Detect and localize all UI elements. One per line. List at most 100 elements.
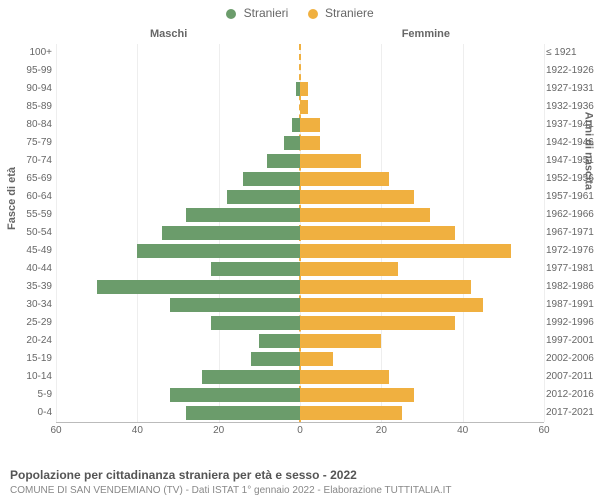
bar-area	[56, 406, 544, 420]
bar-female	[300, 280, 471, 294]
pyramid-row: 10-142007-2011	[56, 368, 544, 386]
pyramid-row: 85-891932-1936	[56, 98, 544, 116]
age-label: 5-9	[8, 386, 52, 404]
age-label: 50-54	[8, 224, 52, 242]
bar-female	[300, 118, 320, 132]
pyramid-row: 15-192002-2006	[56, 350, 544, 368]
x-tick: 60	[538, 425, 549, 436]
pyramid-row: 55-591962-1966	[56, 206, 544, 224]
bar-female	[300, 100, 308, 114]
age-label: 75-79	[8, 134, 52, 152]
bar-area	[56, 82, 544, 96]
birth-year-label: 1942-1946	[546, 134, 596, 152]
birth-year-label: 1932-1936	[546, 98, 596, 116]
pyramid-row: 20-241997-2001	[56, 332, 544, 350]
age-label: 15-19	[8, 350, 52, 368]
bar-area	[56, 226, 544, 240]
side-title-female: Femmine	[402, 28, 450, 40]
legend-item-male: Stranieri	[226, 6, 288, 20]
birth-year-label: ≤ 1921	[546, 44, 596, 62]
birth-year-label: 1927-1931	[546, 80, 596, 98]
side-title-male: Maschi	[150, 28, 187, 40]
birth-year-label: 2007-2011	[546, 368, 596, 386]
bar-area	[56, 118, 544, 132]
bar-female	[300, 154, 361, 168]
bar-female	[300, 352, 333, 366]
pyramid-row: 100+≤ 1921	[56, 44, 544, 62]
birth-year-label: 1987-1991	[546, 296, 596, 314]
bar-female	[300, 226, 455, 240]
bar-male	[137, 244, 300, 258]
pyramid-row: 60-641957-1961	[56, 188, 544, 206]
legend-label-male: Stranieri	[244, 6, 289, 20]
bar-female	[300, 190, 414, 204]
pyramid-row: 25-291992-1996	[56, 314, 544, 332]
pyramid-row: 70-741947-1951	[56, 152, 544, 170]
bar-male	[259, 334, 300, 348]
bar-area	[56, 46, 544, 60]
x-tick: 40	[132, 425, 143, 436]
age-label: 35-39	[8, 278, 52, 296]
bar-area	[56, 262, 544, 276]
x-tick: 20	[376, 425, 387, 436]
bar-area	[56, 334, 544, 348]
bar-male	[162, 226, 300, 240]
birth-year-label: 1967-1971	[546, 224, 596, 242]
pyramid-row: 35-391982-1986	[56, 278, 544, 296]
age-label: 100+	[8, 44, 52, 62]
bar-male	[97, 280, 300, 294]
age-label: 30-34	[8, 296, 52, 314]
x-tick: 40	[457, 425, 468, 436]
bar-female	[300, 406, 402, 420]
birth-year-label: 1997-2001	[546, 332, 596, 350]
age-label: 60-64	[8, 188, 52, 206]
pyramid-row: 65-691952-1956	[56, 170, 544, 188]
bar-male	[243, 172, 300, 186]
age-label: 80-84	[8, 116, 52, 134]
bar-area	[56, 316, 544, 330]
bar-area	[56, 208, 544, 222]
age-label: 10-14	[8, 368, 52, 386]
bar-area	[56, 280, 544, 294]
age-label: 0-4	[8, 404, 52, 422]
pyramid-row: 45-491972-1976	[56, 242, 544, 260]
bar-female	[300, 388, 414, 402]
age-label: 45-49	[8, 242, 52, 260]
age-label: 20-24	[8, 332, 52, 350]
birth-year-label: 1977-1981	[546, 260, 596, 278]
birth-year-label: 2012-2016	[546, 386, 596, 404]
bar-female	[300, 316, 455, 330]
chart-title: Popolazione per cittadinanza straniera p…	[10, 468, 357, 482]
bar-male	[292, 118, 300, 132]
birth-year-label: 1982-1986	[546, 278, 596, 296]
bar-area	[56, 298, 544, 312]
bar-female	[300, 172, 389, 186]
bar-female	[300, 370, 389, 384]
plot-area: 100+≤ 192195-991922-192690-941927-193185…	[56, 44, 544, 442]
birth-year-label: 1922-1926	[546, 62, 596, 80]
birth-year-label: 1962-1966	[546, 206, 596, 224]
age-label: 70-74	[8, 152, 52, 170]
bar-male	[284, 136, 300, 150]
bar-area	[56, 100, 544, 114]
legend: Stranieri Straniere	[0, 6, 600, 20]
population-pyramid-chart: Stranieri Straniere Maschi Femmine Fasce…	[0, 0, 600, 500]
bar-female	[300, 244, 511, 258]
bar-female	[300, 262, 398, 276]
bar-area	[56, 154, 544, 168]
bar-area	[56, 370, 544, 384]
bar-female	[300, 208, 430, 222]
legend-swatch-male	[226, 9, 236, 19]
bar-area	[56, 190, 544, 204]
pyramid-row: 0-42017-2021	[56, 404, 544, 422]
age-label: 40-44	[8, 260, 52, 278]
legend-label-female: Straniere	[325, 6, 374, 20]
bar-male	[170, 298, 300, 312]
bar-area	[56, 388, 544, 402]
bar-male	[186, 406, 300, 420]
bar-female	[300, 136, 320, 150]
pyramid-row: 5-92012-2016	[56, 386, 544, 404]
x-tick: 60	[50, 425, 61, 436]
legend-swatch-female	[308, 9, 318, 19]
bar-male	[251, 352, 300, 366]
